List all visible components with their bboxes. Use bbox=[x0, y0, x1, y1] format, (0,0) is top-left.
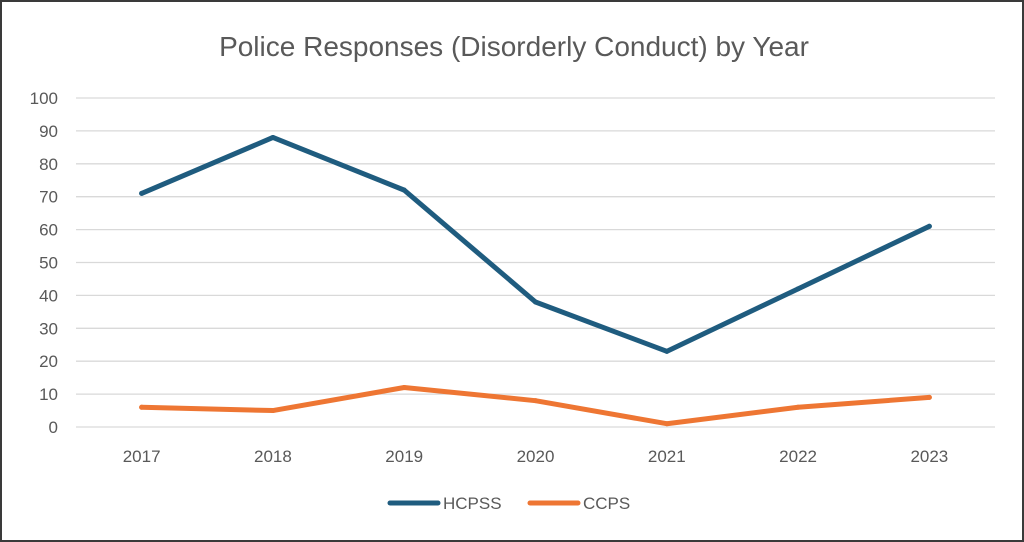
series-hcpss bbox=[139, 134, 932, 354]
y-tick-label: 30 bbox=[39, 319, 58, 338]
y-tick-label: 80 bbox=[39, 155, 58, 174]
y-tick-label: 60 bbox=[39, 221, 58, 240]
y-tick-label: 40 bbox=[39, 286, 58, 305]
x-tick-label: 2017 bbox=[123, 447, 161, 466]
y-tick-label: 50 bbox=[39, 254, 58, 273]
series-line-ccps bbox=[139, 385, 932, 427]
data-point bbox=[926, 394, 932, 400]
series-ccps bbox=[139, 385, 932, 427]
data-point bbox=[926, 223, 932, 229]
data-point bbox=[533, 299, 538, 305]
series-lines bbox=[139, 134, 932, 427]
data-point bbox=[664, 348, 670, 354]
x-tick-label: 2018 bbox=[254, 447, 292, 466]
y-tick-label: 0 bbox=[49, 418, 58, 437]
y-tick-label: 90 bbox=[39, 122, 58, 141]
legend-item-ccps: CCPS bbox=[527, 494, 630, 513]
data-point bbox=[270, 408, 276, 414]
data-point bbox=[401, 385, 407, 391]
data-point bbox=[401, 187, 407, 193]
chart-title: Police Responses (Disorderly Conduct) by… bbox=[219, 31, 809, 62]
legend-label: CCPS bbox=[583, 494, 630, 513]
x-tick-label: 2020 bbox=[517, 447, 555, 466]
data-point bbox=[533, 398, 538, 404]
x-tick-label: 2022 bbox=[779, 447, 817, 466]
y-tick-label: 10 bbox=[39, 385, 58, 404]
x-tick-label: 2023 bbox=[910, 447, 948, 466]
gridlines bbox=[76, 97, 995, 428]
data-point bbox=[139, 190, 145, 196]
y-tick-label: 70 bbox=[39, 188, 58, 207]
legend-item-hcpss: HCPSS bbox=[387, 494, 502, 513]
data-point bbox=[795, 286, 801, 292]
legend: HCPSS CCPS bbox=[387, 494, 630, 513]
series-line-hcpss bbox=[139, 134, 932, 354]
legend-label: HCPSS bbox=[443, 494, 502, 513]
x-tick-label: 2021 bbox=[648, 447, 686, 466]
y-axis-ticks: 0 10 20 30 40 50 60 70 80 90 100 bbox=[30, 89, 58, 437]
x-axis-ticks: 2017 2018 2019 2020 2021 2022 2023 bbox=[123, 447, 949, 466]
y-tick-label: 20 bbox=[39, 352, 58, 371]
data-point bbox=[139, 404, 145, 410]
data-point bbox=[795, 404, 801, 410]
y-tick-label: 100 bbox=[30, 89, 58, 108]
data-point bbox=[270, 134, 276, 140]
x-tick-label: 2019 bbox=[385, 447, 423, 466]
data-point bbox=[664, 421, 670, 427]
